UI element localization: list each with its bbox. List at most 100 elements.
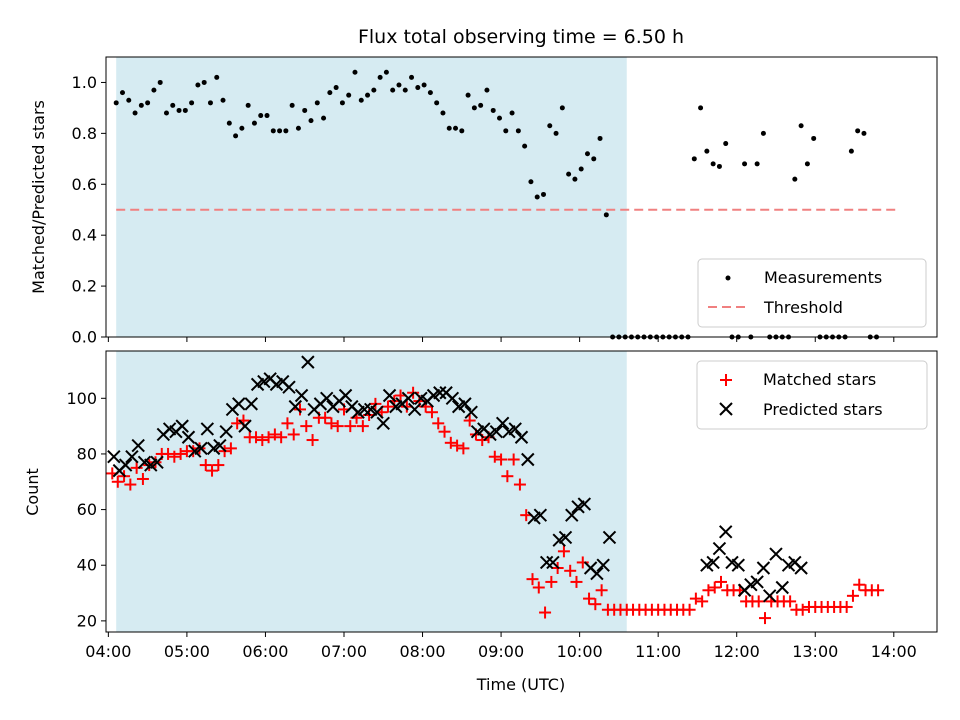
- predicted-star-point: [200, 422, 215, 436]
- predicted-star-point: [181, 430, 196, 444]
- measurement-point: [497, 115, 503, 121]
- matched-star-point: [564, 564, 577, 577]
- measurement-point: [321, 115, 327, 121]
- predicted-star-point: [370, 405, 384, 419]
- x-tick-label: 13:00: [792, 642, 838, 661]
- measurement-point: [157, 79, 163, 85]
- measurement-point: [459, 128, 465, 134]
- observing-window-shade-top: [116, 57, 627, 337]
- measurement-point: [333, 85, 339, 91]
- measurement-point: [804, 161, 810, 167]
- y-tick-label: 40: [77, 556, 97, 575]
- x-tick-label: 06:00: [242, 642, 288, 661]
- matched-star-point: [381, 400, 394, 413]
- predicted-star-point: [175, 419, 189, 433]
- predicted-star-point: [294, 388, 309, 403]
- y-tick-label: 0.4: [72, 226, 97, 245]
- measurement-point: [289, 102, 295, 108]
- measurement-point: [132, 110, 138, 116]
- matched-star-point: [796, 603, 809, 616]
- legend-measurements-marker: [725, 275, 731, 281]
- ratio-panel: 0.0 0.2 0.4 0.6 0.8 1.0 Matched/Predicted sta…: [29, 56, 938, 347]
- y-tick-label: 0.0: [72, 328, 97, 347]
- matched-star-point: [262, 431, 275, 444]
- x-tick-label: 14:00: [871, 642, 917, 661]
- measurement-point: [239, 125, 245, 131]
- measurement-point: [716, 163, 722, 169]
- matched-star-point: [507, 453, 520, 466]
- matched-star-point: [570, 575, 583, 588]
- matched-star-point: [319, 411, 332, 424]
- matched-star-point: [162, 447, 175, 460]
- measurement-point: [415, 85, 421, 91]
- legend-matched-marker: [720, 374, 732, 386]
- measurement-point: [540, 191, 546, 197]
- matched-star-point: [325, 417, 338, 430]
- measurement-point: [484, 87, 490, 93]
- predicted-star-point: [464, 405, 478, 419]
- measurement-point: [698, 105, 704, 111]
- predicted-star-point: [107, 450, 121, 464]
- plot-frame-bottom: [105, 350, 938, 633]
- x-tick-label: 09:00: [478, 642, 524, 661]
- predicted-star-point: [288, 399, 302, 414]
- x-tick-label: 11:00: [635, 642, 681, 661]
- matched-star-point: [501, 470, 514, 483]
- matched-star-point: [199, 459, 212, 472]
- y-axis-label-ratio: Matched/Predicted stars: [29, 100, 48, 294]
- predicted-star-point: [558, 530, 573, 545]
- matched-star-point: [758, 612, 771, 625]
- measurement-point: [465, 92, 471, 98]
- x-tick-label: 05:00: [164, 642, 210, 661]
- matched-star-point: [589, 598, 602, 611]
- measurement-point: [302, 107, 308, 113]
- predicted-star-point: [706, 555, 720, 570]
- y-tick-label: 0.8: [72, 124, 97, 143]
- measurement-point: [314, 100, 320, 106]
- matched-star-point: [111, 475, 124, 488]
- predicted-star-point: [401, 391, 416, 406]
- predicted-star-point: [194, 441, 208, 456]
- measurement-point: [138, 102, 144, 108]
- measurement-point: [503, 128, 509, 134]
- measurement-point: [547, 123, 553, 129]
- matched-star-point: [275, 431, 288, 444]
- predicted-star-point: [433, 386, 447, 400]
- measurement-point: [182, 107, 188, 113]
- matched-star-point: [281, 417, 294, 430]
- measurement-point: [371, 87, 377, 93]
- predicted-star-point: [521, 452, 535, 467]
- measurement-point: [855, 128, 861, 134]
- measurement-point: [220, 97, 226, 103]
- matched-star-point: [149, 456, 162, 469]
- matched-star-point: [287, 428, 300, 441]
- measurement-point: [515, 128, 521, 134]
- y-axis-label-count: Count: [23, 468, 42, 516]
- predicted-star-point: [445, 391, 460, 406]
- predicted-star-point: [213, 438, 227, 453]
- measurement-point: [754, 161, 760, 167]
- measurement-point: [603, 212, 609, 218]
- predicted-star-point: [775, 580, 789, 595]
- matched-star-point: [444, 436, 457, 449]
- predicted-star-point: [407, 402, 422, 417]
- matched-star-point: [557, 545, 570, 558]
- y-tick-label: 80: [77, 444, 97, 463]
- legend-measurements-label: Measurements: [764, 268, 882, 287]
- measurement-point: [251, 120, 257, 126]
- measurement-point: [434, 100, 440, 106]
- matched-star-point: [532, 581, 545, 594]
- x-axis-label: Time (UTC): [476, 675, 565, 694]
- plot-frame-top: [105, 56, 938, 338]
- measurement-point: [509, 110, 515, 116]
- measurement-point: [591, 156, 597, 162]
- measurement-point: [189, 100, 195, 106]
- measurement-point: [478, 102, 484, 108]
- matched-star-point: [463, 414, 476, 427]
- x-tick-label: 07:00: [321, 642, 367, 661]
- measurement-point: [365, 92, 371, 98]
- predicted-star-point: [769, 547, 783, 561]
- predicted-star-point: [565, 508, 579, 522]
- matched-star-point: [513, 478, 526, 491]
